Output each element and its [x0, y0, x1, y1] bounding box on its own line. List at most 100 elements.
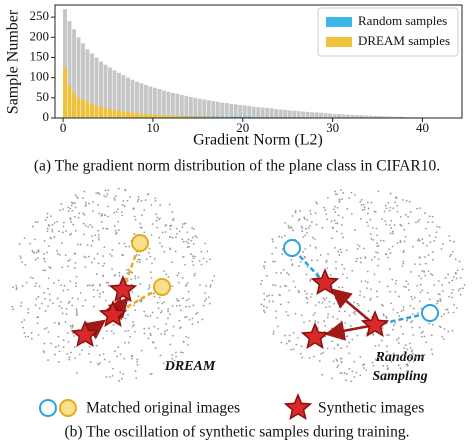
scatter-dot [379, 378, 382, 381]
scatter-dot [43, 351, 45, 354]
scatter-dot [165, 223, 168, 226]
scatter-dot [351, 269, 354, 272]
scatter-dot [149, 315, 152, 317]
scatter-dot [191, 317, 194, 320]
scatter-dot [60, 242, 63, 244]
scatter-dot [461, 268, 464, 271]
scatter-dot [168, 203, 171, 206]
bar [85, 101, 90, 118]
scatter-dot [363, 206, 366, 209]
scatter-dot [192, 255, 194, 258]
scatter-dot [113, 211, 116, 214]
scatter-dot [137, 258, 140, 261]
bar [143, 113, 148, 118]
scatter-dot [327, 253, 329, 256]
scatter-dot [285, 310, 288, 313]
scatter-dot [384, 253, 387, 255]
scatter-dot [334, 205, 336, 208]
scatter-dot [121, 214, 124, 217]
scatter-dot [194, 255, 196, 258]
scatter-dot [418, 218, 421, 221]
scatter-dot [366, 221, 368, 224]
scatter-dot [356, 302, 359, 305]
scatter-dot [35, 297, 38, 300]
bar [193, 116, 198, 118]
scatter-dot [170, 224, 173, 227]
bar [395, 116, 400, 118]
scatter-dot [292, 229, 295, 232]
scatter-dot [125, 268, 128, 271]
scatter-dot [271, 240, 274, 243]
bar [211, 101, 216, 118]
scatter-dot [303, 321, 305, 324]
scatter-dot [123, 341, 126, 344]
scatter-dot [451, 250, 454, 253]
scatter-dot [56, 297, 59, 300]
scatter-dot [418, 326, 421, 329]
scatter-dot [75, 282, 77, 285]
bar [206, 116, 211, 118]
scatter-dot [345, 249, 348, 252]
scatter-dot [206, 250, 209, 253]
scatter-dot [342, 191, 345, 194]
scatter-dot [97, 229, 100, 232]
bar [139, 83, 144, 118]
scatter-dot [448, 295, 450, 298]
scatter-dot [287, 314, 289, 317]
scatter-dot [392, 324, 395, 327]
matched-image [131, 234, 149, 252]
scatter-dot [133, 233, 136, 235]
scatter-dot [34, 304, 37, 306]
scatter-dot [334, 190, 336, 193]
scatter-dot [111, 268, 113, 271]
scatter-dot [61, 312, 64, 315]
scatter-dot [382, 364, 385, 367]
bar [99, 106, 103, 118]
scatter-dot [314, 212, 317, 215]
scatter-dot [333, 208, 335, 211]
scatter-dot [59, 253, 61, 256]
scatter-dot [181, 226, 184, 228]
scatter-dot [143, 310, 146, 313]
scatter-dot [65, 313, 68, 316]
scatter-dot [160, 333, 163, 335]
scatter-dot [43, 327, 46, 330]
scatter-dot [394, 322, 397, 325]
bar [116, 110, 121, 118]
bar [108, 109, 112, 118]
scatter-dot [284, 221, 287, 224]
bar [184, 116, 189, 118]
scatter-dot [163, 250, 166, 253]
scatter-dot [175, 355, 177, 358]
scatter-dot [459, 287, 462, 290]
scatter-dot [321, 226, 324, 229]
scatter-dot [366, 281, 369, 284]
scatter-dot [390, 219, 393, 222]
scatter-dot [337, 250, 340, 253]
scatter-dot [143, 231, 146, 234]
scatter-dot [385, 317, 388, 320]
scatter-dot [387, 201, 390, 204]
bar [130, 112, 135, 118]
scatter-dot [107, 284, 110, 287]
scatter-dot [198, 259, 201, 262]
bar [215, 101, 220, 118]
scatter-dot [396, 311, 399, 314]
scatter-dot [153, 257, 156, 260]
scatter-dot [280, 341, 283, 344]
scatter-dot [199, 284, 201, 287]
scatter-dot [44, 260, 46, 263]
scatter-dot [376, 234, 378, 237]
scatter-dot [285, 342, 288, 345]
scatter-dot [184, 222, 187, 225]
scatter-dot [364, 280, 367, 283]
scatter-dot [353, 360, 356, 363]
scatter-dot [448, 255, 451, 258]
x-tick-label: 0 [60, 120, 67, 135]
scatter-dot [419, 207, 422, 210]
scatter-dot [46, 230, 49, 233]
scatter-dot [41, 302, 43, 305]
scatter-dot [344, 322, 347, 324]
scatter-dot [327, 313, 330, 316]
bar [323, 113, 328, 118]
